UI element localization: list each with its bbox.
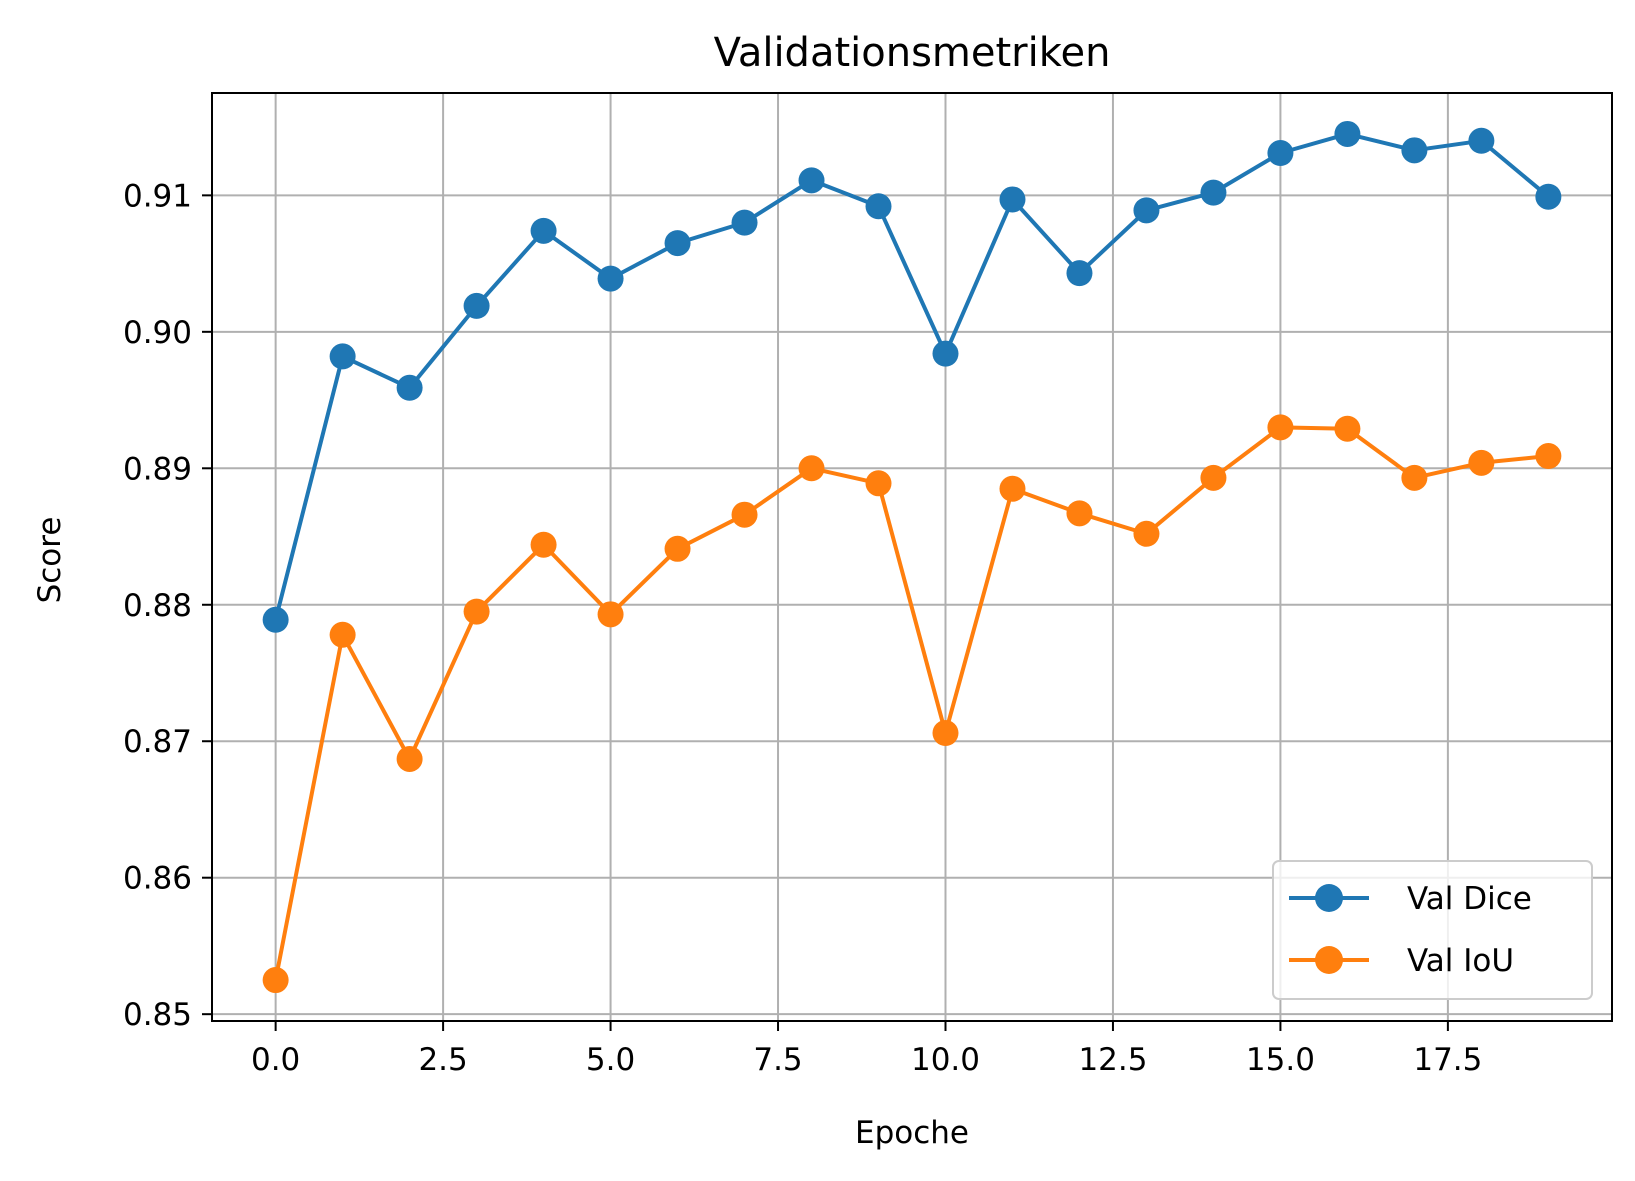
- x-tick-label: 17.5: [1413, 1042, 1482, 1078]
- data-point-val-dice: [865, 193, 892, 220]
- data-point-val-iou: [396, 745, 423, 772]
- data-point-val-dice: [1267, 140, 1294, 167]
- x-tick-label: 15.0: [1246, 1042, 1315, 1078]
- legend-label-val-dice: Val Dice: [1407, 881, 1532, 917]
- data-point-val-iou: [1066, 500, 1093, 527]
- data-point-val-dice: [798, 167, 825, 194]
- data-point-val-iou: [1535, 443, 1562, 470]
- data-point-val-dice: [530, 217, 557, 244]
- data-point-val-dice: [1535, 183, 1562, 210]
- data-point-val-iou: [865, 470, 892, 497]
- legend: Val Dice Val IoU: [1272, 860, 1593, 1000]
- data-point-val-dice: [329, 343, 356, 370]
- data-point-val-dice: [1401, 137, 1428, 164]
- data-point-val-dice: [1133, 197, 1160, 224]
- y-tick-label: 0.85: [123, 997, 192, 1033]
- x-axis-label: Epoche: [855, 1115, 969, 1151]
- data-point-val-iou: [329, 621, 356, 648]
- data-point-val-iou: [597, 601, 624, 628]
- data-point-val-iou: [530, 531, 557, 558]
- data-point-val-dice: [1200, 179, 1227, 206]
- data-point-val-iou: [1267, 414, 1294, 441]
- y-axis-ticks: 0.85 0.86 0.87 0.88 0.89 0.90 0.91: [123, 178, 212, 1033]
- data-point-val-dice: [262, 606, 289, 633]
- x-tick-label: 7.5: [753, 1042, 802, 1078]
- y-tick-label: 0.86: [123, 861, 192, 897]
- plot-frame: [211, 92, 1613, 1022]
- series-layer: [262, 120, 1562, 994]
- legend-box: [1272, 860, 1593, 1000]
- legend-marker-val-iou: [1315, 946, 1343, 974]
- data-point-val-dice: [597, 265, 624, 292]
- y-tick-label: 0.88: [123, 588, 192, 624]
- data-point-val-iou: [1401, 464, 1428, 491]
- data-point-val-iou: [1133, 520, 1160, 547]
- data-point-val-iou: [1334, 415, 1361, 442]
- x-tick-label: 10.0: [911, 1042, 980, 1078]
- y-tick-label: 0.87: [123, 724, 192, 760]
- y-tick-label: 0.90: [123, 315, 192, 351]
- data-point-val-dice: [1334, 120, 1361, 147]
- data-point-val-dice: [463, 292, 490, 319]
- y-axis-label: Score: [32, 517, 68, 604]
- y-tick-label: 0.89: [123, 451, 192, 487]
- data-point-val-dice: [1066, 260, 1093, 287]
- data-point-val-dice: [999, 186, 1026, 213]
- data-point-val-dice: [731, 209, 758, 236]
- legend-marker-val-dice: [1315, 884, 1343, 912]
- x-axis-ticks: 0.0 2.5 5.0 7.5 10.0 12.5 15.0 17.5: [251, 1021, 1482, 1078]
- x-tick-label: 2.5: [418, 1042, 467, 1078]
- data-point-val-iou: [1200, 464, 1227, 491]
- data-point-val-dice: [664, 230, 691, 257]
- data-point-val-iou: [731, 501, 758, 528]
- data-point-val-iou: [262, 967, 289, 994]
- data-point-val-iou: [999, 475, 1026, 502]
- data-point-val-dice: [932, 340, 959, 367]
- data-point-val-iou: [798, 455, 825, 482]
- chart-title: Validationsmetriken: [714, 30, 1111, 76]
- data-point-val-iou: [932, 720, 959, 747]
- legend-label-val-iou: Val IoU: [1407, 943, 1514, 979]
- x-tick-label: 0.0: [251, 1042, 300, 1078]
- data-point-val-dice: [396, 374, 423, 401]
- data-point-val-dice: [1468, 127, 1495, 154]
- x-tick-label: 5.0: [586, 1042, 635, 1078]
- y-tick-label: 0.91: [123, 178, 192, 214]
- x-tick-label: 12.5: [1078, 1042, 1147, 1078]
- data-point-val-iou: [664, 535, 691, 562]
- data-point-val-iou: [463, 598, 490, 625]
- data-point-val-iou: [1468, 449, 1495, 476]
